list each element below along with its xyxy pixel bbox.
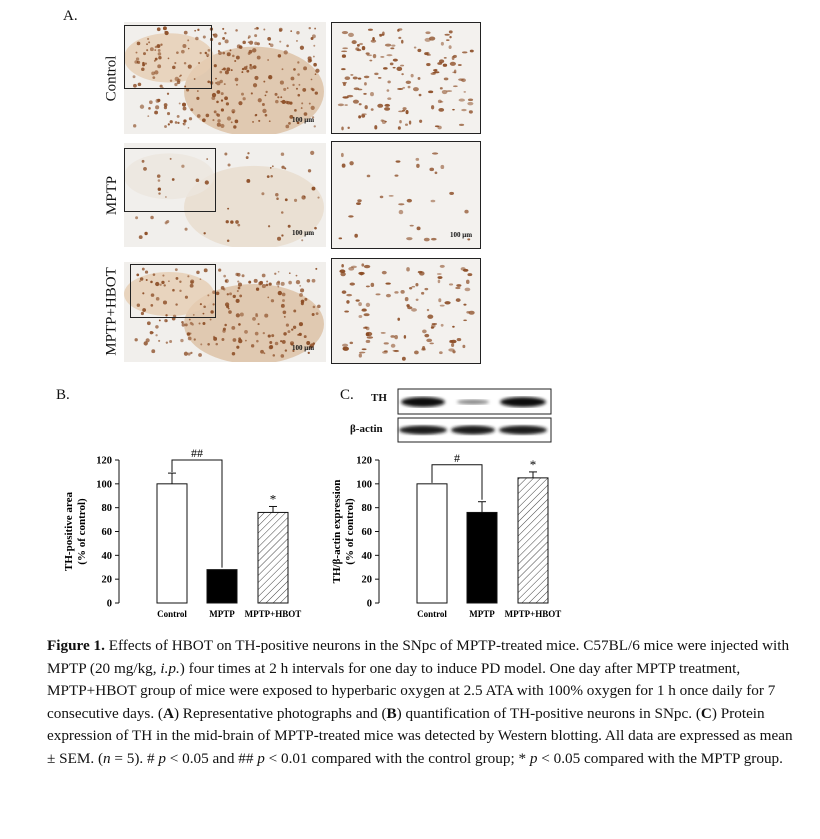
bar-mptp bbox=[466, 511, 498, 604]
chart-c: 0 20 40 60 80 100 120 TH/β-actin expression (% o… bbox=[331, 451, 562, 619]
inset-box bbox=[124, 148, 216, 212]
bar-mptp-hbot bbox=[257, 511, 289, 604]
panel-b-letter: B. bbox=[56, 387, 70, 403]
significance-mark: * bbox=[270, 491, 277, 506]
y-tick-label: 60 bbox=[362, 527, 373, 538]
significance-mark: ## bbox=[191, 448, 203, 460]
y-tick-label: 20 bbox=[362, 575, 373, 586]
bar-control bbox=[416, 483, 448, 604]
figure-caption: Figure 1. Effects of HBOT on TH-positive… bbox=[47, 635, 797, 771]
micrograph-zoom-1 bbox=[331, 22, 481, 134]
blot-label-th: TH bbox=[371, 392, 387, 404]
chart-b: 0 20 40 60 80 100 120 TH-positive area (% of con… bbox=[63, 448, 302, 619]
western-blot: TH β-actin bbox=[345, 388, 555, 444]
caption-text: ) four times at 2 h intervals for one da… bbox=[47, 659, 776, 722]
micrograph-3 bbox=[124, 262, 326, 362]
caption-label: Figure 1. bbox=[47, 637, 105, 654]
caption-italic: i.p. bbox=[160, 659, 180, 677]
caption-text: < 0.05 and ## bbox=[166, 749, 258, 767]
caption-text: Effects of HBOT on TH-positive neurons i… bbox=[47, 637, 790, 677]
caption-text: ) quantification of TH-positive neurons … bbox=[396, 704, 701, 722]
micrograph-2 bbox=[124, 143, 326, 247]
bar-mptp bbox=[206, 569, 238, 604]
caption-text: < 0.01 compared with the control group; … bbox=[264, 749, 530, 767]
micrograph-zoom-3 bbox=[331, 258, 481, 364]
y-axis-label: TH-positive area bbox=[63, 492, 75, 571]
x-tick-label: MPTP+HBOT bbox=[245, 609, 302, 619]
y-axis-label: (% of control) bbox=[76, 498, 88, 565]
bar-mptp-hbot bbox=[517, 477, 549, 604]
y-tick-label: 0 bbox=[107, 599, 112, 610]
y-tick-label: 100 bbox=[356, 479, 372, 490]
caption-italic: p bbox=[257, 749, 265, 767]
caption-ref-a: A bbox=[162, 704, 174, 722]
inset-box bbox=[124, 25, 212, 89]
scale-bar-label: 100 μm bbox=[450, 231, 473, 239]
y-axis-label: (% of control) bbox=[344, 498, 356, 565]
y-tick-label: 120 bbox=[356, 456, 372, 467]
row-label: Control bbox=[103, 55, 120, 101]
caption-text: = 5). # bbox=[110, 749, 159, 767]
caption-ref-b: B bbox=[386, 704, 397, 722]
y-tick-label: 60 bbox=[102, 527, 113, 538]
western-blot-image bbox=[397, 388, 552, 443]
caption-italic: n bbox=[103, 749, 111, 767]
y-tick-label: 40 bbox=[102, 551, 113, 562]
inset-box bbox=[130, 264, 216, 318]
y-tick-label: 100 bbox=[96, 479, 112, 490]
scale-bar-label: 100 μm bbox=[292, 116, 315, 124]
caption-text: ) Representative photographs and ( bbox=[173, 704, 387, 722]
panel-a-letter: A. bbox=[63, 8, 78, 24]
caption-text: ) Protein expression of TH in the mid-br… bbox=[47, 704, 793, 767]
micrograph-zoom-2 bbox=[331, 141, 481, 249]
scale-bar-label: 100 μm bbox=[292, 344, 315, 352]
bar-control bbox=[156, 483, 188, 604]
blot-label-actin: β-actin bbox=[350, 423, 383, 435]
y-tick-label: 80 bbox=[102, 503, 113, 514]
row-label: MPTP bbox=[103, 175, 120, 215]
x-tick-label: MPTP bbox=[469, 609, 495, 619]
caption-ref-c: C bbox=[700, 704, 712, 722]
y-tick-label: 40 bbox=[362, 551, 373, 562]
micrograph-1 bbox=[124, 22, 326, 134]
y-axis-label: TH/β-actin expression bbox=[331, 480, 343, 584]
row-label: MPTP+HBOT bbox=[103, 266, 120, 356]
y-tick-label: 0 bbox=[367, 599, 372, 610]
y-tick-label: 20 bbox=[102, 575, 113, 586]
x-tick-label: Control bbox=[157, 609, 187, 619]
x-tick-label: MPTP bbox=[209, 609, 235, 619]
x-tick-label: Control bbox=[417, 609, 447, 619]
scale-bar-label: 100 μm bbox=[292, 229, 315, 237]
significance-bracket bbox=[171, 459, 223, 568]
caption-italic: p bbox=[529, 749, 538, 767]
caption-text: < 0.05 compared with the MPTP group. bbox=[537, 749, 783, 767]
y-tick-label: 120 bbox=[96, 456, 112, 467]
caption-italic: p bbox=[158, 749, 166, 767]
significance-mark: * bbox=[530, 457, 537, 472]
x-tick-label: MPTP+HBOT bbox=[505, 609, 562, 619]
y-tick-label: 80 bbox=[362, 503, 373, 514]
panel-c-letter: C. bbox=[340, 387, 354, 403]
significance-bracket bbox=[431, 464, 483, 500]
significance-mark: # bbox=[454, 451, 460, 465]
